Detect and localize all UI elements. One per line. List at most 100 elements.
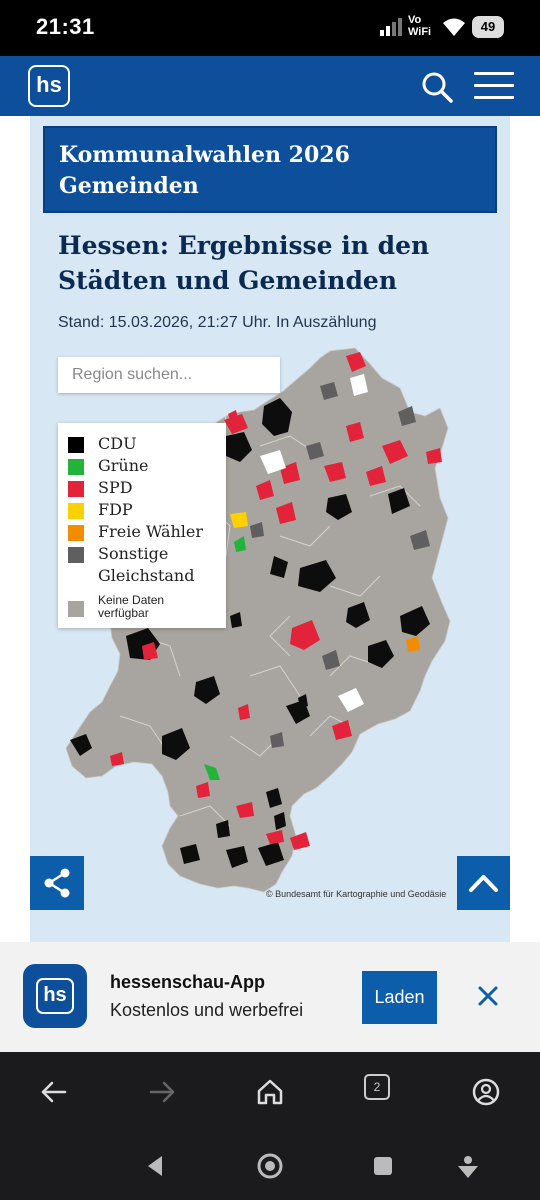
- map-region-spd[interactable]: [276, 502, 296, 524]
- map-region-gruene[interactable]: [234, 536, 246, 552]
- map-region-cdu[interactable]: [274, 812, 286, 830]
- region-search-input[interactable]: [58, 357, 280, 393]
- vowifi-indicator: Vo WiFi: [408, 14, 432, 38]
- legend-label: CDU: [98, 434, 137, 453]
- search-icon[interactable]: [420, 70, 454, 104]
- account-icon[interactable]: [466, 1072, 506, 1112]
- hs-logo[interactable]: hs: [28, 65, 70, 107]
- map-region-spd[interactable]: [426, 448, 442, 464]
- legend-swatch: [68, 601, 84, 617]
- map-region-sonstige[interactable]: [250, 522, 264, 538]
- map-region-gleichstand[interactable]: [338, 688, 364, 712]
- map-region-cdu[interactable]: [346, 602, 370, 628]
- status-bar: 21:31 Vo WiFi 49: [0, 0, 540, 56]
- map-region-gleichstand[interactable]: [350, 374, 368, 396]
- map-region-spd[interactable]: [346, 422, 364, 442]
- scroll-top-button[interactable]: [457, 856, 510, 910]
- map-region-gleichstand[interactable]: [260, 450, 286, 474]
- legend-label: Gleichstand: [98, 566, 195, 585]
- map-region-spd[interactable]: [110, 752, 124, 766]
- site-header: hs: [0, 56, 540, 116]
- map-region-cdu[interactable]: [388, 488, 410, 514]
- election-panel: Kommunalwahlen 2026 Gemeinden Hessen: Er…: [30, 116, 510, 942]
- home-circle-icon[interactable]: [254, 1150, 286, 1182]
- section-banner: Kommunalwahlen 2026 Gemeinden: [43, 126, 497, 213]
- map-gruene-regions: [204, 536, 246, 780]
- close-icon[interactable]: [472, 980, 504, 1012]
- legend-item: Keine Daten verfügbar: [68, 594, 218, 620]
- map-region-spd[interactable]: [332, 720, 352, 740]
- map-region-cdu[interactable]: [326, 494, 352, 520]
- map-region-cdu[interactable]: [162, 728, 190, 760]
- map-region-sonstige[interactable]: [306, 442, 324, 460]
- assistant-icon[interactable]: [452, 1150, 484, 1182]
- map-region-spd[interactable]: [228, 410, 238, 420]
- map-region-cdu[interactable]: [266, 788, 282, 808]
- map-region-cdu[interactable]: [226, 846, 248, 868]
- map-region-cdu[interactable]: [400, 606, 430, 636]
- map-region-spd[interactable]: [346, 352, 366, 372]
- map-region-cdu[interactable]: [216, 820, 230, 838]
- legend-swatch: [68, 569, 84, 585]
- map-region-cdu[interactable]: [70, 734, 92, 756]
- legend-label: FDP: [98, 500, 133, 519]
- map-spd-regions: [110, 352, 442, 850]
- legend-label: Grüne: [98, 456, 149, 475]
- map-region-sonstige[interactable]: [322, 650, 340, 670]
- map-region-cdu[interactable]: [258, 842, 284, 866]
- map-region-spd[interactable]: [236, 802, 254, 818]
- map-region-cdu[interactable]: [368, 640, 394, 668]
- map-region-fdp[interactable]: [230, 512, 248, 528]
- map-region-spd[interactable]: [382, 440, 408, 464]
- battery-indicator: 49: [472, 16, 504, 38]
- map-region-spd[interactable]: [290, 620, 320, 650]
- map-region-sonstige[interactable]: [270, 732, 284, 748]
- banner-subtitle: Gemeinden: [59, 173, 199, 199]
- map-region-cdu[interactable]: [180, 844, 200, 864]
- recents-square-icon[interactable]: [367, 1150, 399, 1182]
- map-region-spd[interactable]: [366, 466, 386, 486]
- back-arrow-icon[interactable]: [34, 1072, 74, 1112]
- legend-swatch: [68, 481, 84, 497]
- menu-icon[interactable]: [474, 72, 514, 102]
- install-app-button[interactable]: Laden: [362, 971, 437, 1024]
- back-triangle-icon[interactable]: [140, 1150, 172, 1182]
- map-region-freie-waehler[interactable]: [406, 636, 420, 652]
- map-region-sonstige[interactable]: [410, 530, 430, 550]
- banner-title: Kommunalwahlen 2026: [59, 142, 350, 168]
- map-region-spd[interactable]: [256, 480, 274, 500]
- home-icon[interactable]: [250, 1072, 290, 1112]
- hesse-election-map[interactable]: [30, 116, 510, 942]
- map-region-cdu[interactable]: [298, 694, 308, 708]
- legend-swatch: [68, 503, 84, 519]
- share-icon: [44, 868, 70, 898]
- map-region-cdu[interactable]: [194, 676, 220, 704]
- map-region-sonstige[interactable]: [320, 382, 338, 400]
- signal-icon: [380, 18, 402, 36]
- map-region-spd[interactable]: [290, 832, 310, 850]
- map-region-sonstige[interactable]: [398, 406, 416, 426]
- app-logo: hs: [23, 964, 87, 1028]
- map-region-cdu[interactable]: [262, 398, 292, 436]
- map-region-spd[interactable]: [324, 462, 346, 482]
- page-title: Hessen: Ergebnisse in den Städten und Ge…: [58, 231, 430, 295]
- map-region-spd[interactable]: [238, 704, 250, 720]
- app-install-banner: hs hessenschau-App Kostenlos und werbefr…: [0, 942, 540, 1052]
- tabs-icon[interactable]: 2: [364, 1074, 390, 1100]
- share-button[interactable]: [30, 856, 84, 910]
- legend-label: SPD: [98, 478, 133, 497]
- map-region-gruene[interactable]: [204, 764, 220, 780]
- map-region-spd[interactable]: [196, 782, 210, 798]
- menu-bar: [474, 72, 514, 75]
- map-region-spd[interactable]: [266, 830, 284, 844]
- map-region-cdu[interactable]: [298, 560, 336, 592]
- forward-arrow-icon[interactable]: [142, 1072, 182, 1112]
- map-region-cdu[interactable]: [270, 556, 288, 578]
- map-region-cdu[interactable]: [230, 612, 242, 628]
- map-region-cdu[interactable]: [226, 432, 252, 462]
- map-region-spd[interactable]: [142, 642, 158, 660]
- menu-bar: [474, 96, 514, 99]
- browser-toolbar: [0, 1052, 540, 1132]
- page-content: Kommunalwahlen 2026 Gemeinden Hessen: Er…: [0, 116, 540, 942]
